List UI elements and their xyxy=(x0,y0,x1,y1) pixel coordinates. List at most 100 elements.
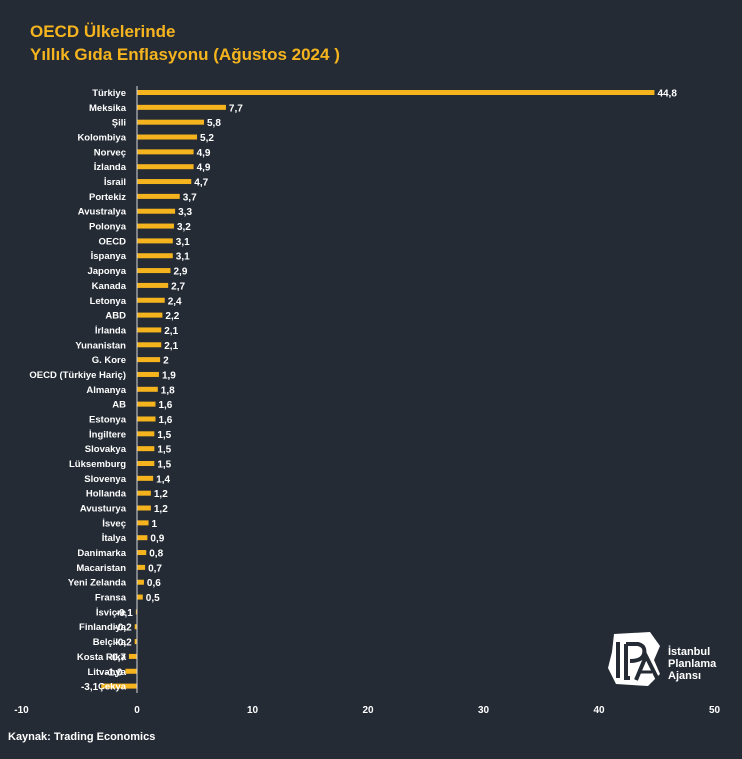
value-label: 0,5 xyxy=(146,593,160,604)
value-label: 0,9 xyxy=(150,534,164,545)
category-label: Türkiye xyxy=(92,88,126,99)
value-label: 2,1 xyxy=(164,326,178,337)
x-tick-label: 20 xyxy=(362,705,374,716)
value-label: 2,1 xyxy=(164,341,178,352)
bar xyxy=(137,253,173,259)
ipa-logo: İstanbul Planlama Ajansı xyxy=(604,628,734,690)
value-label: 1,2 xyxy=(154,504,168,515)
category-label: OECD xyxy=(99,236,127,247)
value-label: 1 xyxy=(152,519,158,530)
value-label: 4,7 xyxy=(194,178,208,189)
bar xyxy=(137,461,155,466)
bar xyxy=(134,639,137,645)
bar xyxy=(137,490,151,496)
value-label: -0,2 xyxy=(114,623,132,634)
category-label: Danimarka xyxy=(77,548,126,559)
source-note: Kaynak: Trading Economics xyxy=(8,731,156,743)
category-label: Portekiz xyxy=(89,192,126,203)
value-label: 3,1 xyxy=(176,252,190,263)
x-tick-label: 40 xyxy=(593,705,605,716)
value-label: 4,9 xyxy=(197,163,211,174)
logo-line-3: Ajansı xyxy=(668,670,702,682)
bar xyxy=(137,179,192,185)
chart-title: OECD Ülkelerinde Yıllık Gıda Enflasyonu … xyxy=(30,20,340,66)
category-label: Lüksemburg xyxy=(69,459,126,470)
bar xyxy=(137,357,161,363)
category-label: Finlandiya xyxy=(79,622,127,633)
category-label: Yeni Zelanda xyxy=(68,578,127,589)
bar xyxy=(137,550,147,556)
logo-line-2: Planlama xyxy=(668,658,717,670)
category-label: Fransa xyxy=(95,593,127,604)
title-line-1: OECD Ülkelerinde xyxy=(30,22,176,41)
value-label: 3,7 xyxy=(183,192,197,203)
bar xyxy=(137,594,143,600)
value-label: 2,2 xyxy=(165,311,179,322)
category-label: İsrail xyxy=(104,177,126,188)
bar xyxy=(137,238,173,244)
bar xyxy=(137,564,146,570)
value-label: -3,1 xyxy=(81,682,99,693)
bar xyxy=(137,134,198,140)
bar xyxy=(134,624,137,630)
value-label: 0,7 xyxy=(148,563,162,574)
bar xyxy=(137,386,158,392)
bar xyxy=(137,535,148,541)
category-label: İsviçre xyxy=(96,607,126,618)
category-label: Polonya xyxy=(89,222,127,233)
bar xyxy=(137,104,226,110)
value-label: 3,1 xyxy=(176,237,190,248)
bar xyxy=(137,505,151,511)
bar xyxy=(137,327,162,333)
value-label: 4,9 xyxy=(197,148,211,159)
category-label: G. Kore xyxy=(92,355,126,366)
bar xyxy=(137,446,155,452)
category-label: Kosta Rika xyxy=(77,652,127,663)
bar xyxy=(128,653,137,659)
value-label: 1,6 xyxy=(158,415,172,426)
category-label: ABD xyxy=(105,311,126,322)
value-label: -0,1 xyxy=(116,608,134,619)
value-label: 5,2 xyxy=(200,133,214,144)
logo-text: İstanbul Planlama Ajansı xyxy=(668,646,716,682)
value-label: -0,7 xyxy=(109,652,127,663)
category-label: Kanada xyxy=(92,281,127,292)
category-label: Meksika xyxy=(89,103,127,114)
category-label: Litvanya xyxy=(87,667,126,678)
bar xyxy=(137,312,163,318)
value-label: 1,4 xyxy=(156,474,170,485)
value-label: 3,3 xyxy=(178,207,192,218)
category-label: Kolombiya xyxy=(77,133,126,144)
category-label: Letonya xyxy=(90,296,127,307)
category-label: İngiltere xyxy=(89,429,126,440)
bar xyxy=(137,208,176,214)
bar xyxy=(137,579,144,585)
value-label: 0,6 xyxy=(147,578,161,589)
category-label: Şili xyxy=(112,118,126,129)
category-label: Japonya xyxy=(87,266,126,277)
value-label: -1,0 xyxy=(105,667,123,678)
value-label: 1,6 xyxy=(158,400,172,411)
category-label: AB xyxy=(112,400,126,411)
category-label: İrlanda xyxy=(95,325,127,336)
category-label: Macaristan xyxy=(76,563,126,574)
x-tick-label: -10 xyxy=(14,705,29,716)
bar xyxy=(137,282,169,288)
category-label: Slovakya xyxy=(85,444,127,455)
category-label: İtalya xyxy=(102,533,127,544)
value-label: -0,2 xyxy=(114,638,132,649)
category-label: OECD (Türkiye Hariç) xyxy=(29,370,126,381)
category-label: İzlanda xyxy=(94,162,127,173)
value-label: 1,5 xyxy=(157,445,171,456)
bar xyxy=(137,475,154,481)
x-tick-label: 0 xyxy=(134,705,140,716)
category-label: İspanya xyxy=(91,251,127,262)
category-label: Almanya xyxy=(86,385,126,396)
bar xyxy=(137,223,174,229)
x-tick-label: 30 xyxy=(478,705,490,716)
value-label: 7,7 xyxy=(229,103,243,114)
value-label: 3,2 xyxy=(177,222,191,233)
x-tick-label: 50 xyxy=(709,705,721,716)
title-line-2: Yıllık Gıda Enflasyonu (Ağustos 2024 ) xyxy=(30,45,340,64)
